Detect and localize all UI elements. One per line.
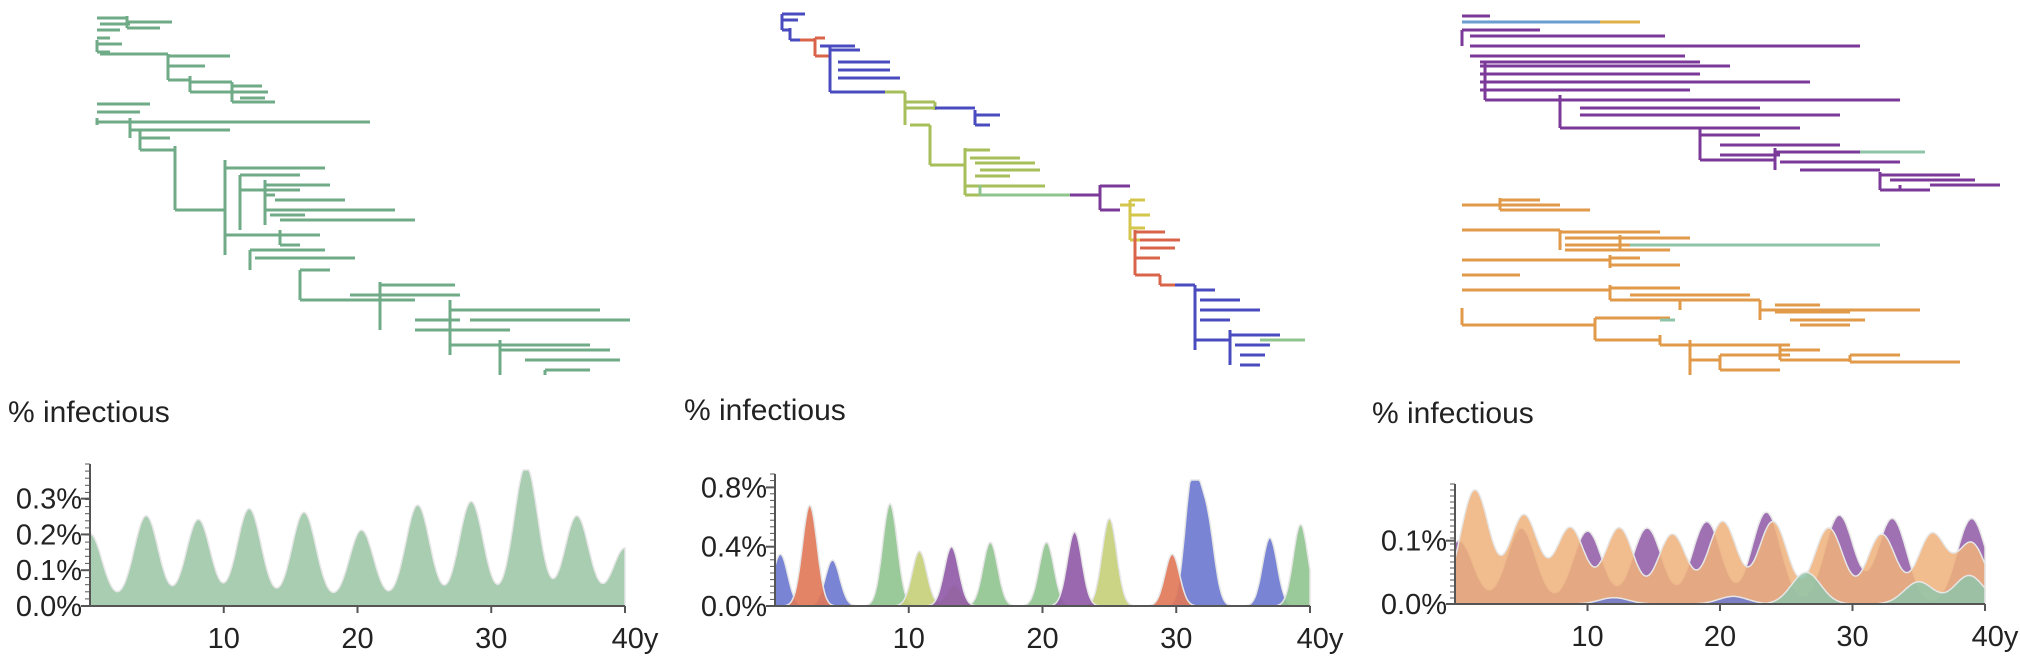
series-area-0 bbox=[89, 469, 626, 607]
x-tick-label: 40y bbox=[612, 623, 659, 655]
chart-right: 0.0% 0.1% 10 20 30 40y bbox=[1381, 483, 2019, 653]
x-tick-label: 30 bbox=[475, 623, 507, 655]
x-tick-label: 30 bbox=[1160, 623, 1192, 655]
y-axis-label: % infectious bbox=[8, 396, 170, 429]
x-tick-label: 10 bbox=[208, 623, 240, 655]
phylogenetic-tree-right bbox=[1460, 14, 2000, 375]
x-tick-label: 30 bbox=[1836, 621, 1868, 653]
chart-middle: 0.0% 0.4% 0.8% 10 20 30 40y bbox=[701, 472, 1344, 655]
x-tick-label: 40y bbox=[1972, 621, 2019, 653]
x-tick-label: 20 bbox=[1026, 623, 1058, 655]
series-area-1 bbox=[1454, 489, 1986, 605]
y-tick-label: 0.3% bbox=[16, 484, 82, 516]
x-tick-label: 20 bbox=[1704, 621, 1736, 653]
y-axis-label: % infectious bbox=[1372, 397, 1534, 430]
y-tick-label: 0.1% bbox=[1381, 526, 1447, 558]
series-area-2 bbox=[775, 502, 1311, 607]
panel-right: % infectious 0.0% 0.1% 10 20 30 40y bbox=[1360, 0, 2020, 666]
x-tick-label: 10 bbox=[893, 623, 925, 655]
x-tick-label: 40y bbox=[1297, 623, 1344, 655]
chart-left: 0.0% 0.1% 0.2%0.3% 10 20 30 40y bbox=[16, 463, 659, 655]
y-tick-label: 0.8% bbox=[701, 472, 767, 504]
y-tick-label: 0.1% bbox=[16, 555, 82, 587]
phylogenetic-tree-middle bbox=[780, 12, 1305, 367]
y-tick-label: 0.4% bbox=[701, 532, 767, 564]
y-tick-label: 0.0% bbox=[1381, 589, 1447, 621]
y-axis-label: % infectious bbox=[684, 394, 846, 427]
y-tick-label: 0.0% bbox=[701, 591, 767, 623]
panel-middle: % infectious 0.0% 0.4% 0.8% 10 20 30 40y bbox=[684, 0, 1350, 666]
y-tick-label: 0.0% bbox=[16, 591, 82, 623]
y-tick-label: 0.2% bbox=[16, 519, 82, 551]
panel-left: % infectious 0.0% 0.1% 0.2% 0.3% 10 20 30 40y bbox=[0, 0, 660, 666]
x-tick-label: 10 bbox=[1571, 621, 1603, 653]
x-tick-label: 20 bbox=[341, 623, 373, 655]
phylogenetic-tree-left bbox=[95, 16, 630, 375]
